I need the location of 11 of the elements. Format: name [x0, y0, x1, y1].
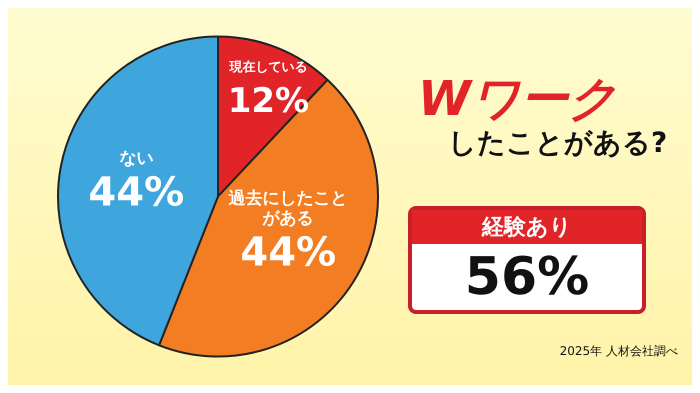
text: したことがある? [448, 126, 668, 160]
text: 56% [464, 246, 590, 309]
data-label: 44% [240, 229, 336, 276]
data-label: 12% [228, 81, 310, 122]
data-label: 44% [88, 169, 184, 216]
text: 2025年 人材会社調べ [560, 343, 678, 360]
slice-label: 過去にしたことがある [228, 188, 348, 229]
slice-label: ない [119, 148, 154, 168]
slice-label: 現在している [228, 60, 308, 75]
text: Wワーク [418, 71, 618, 127]
text: 経験あり [412, 210, 642, 244]
